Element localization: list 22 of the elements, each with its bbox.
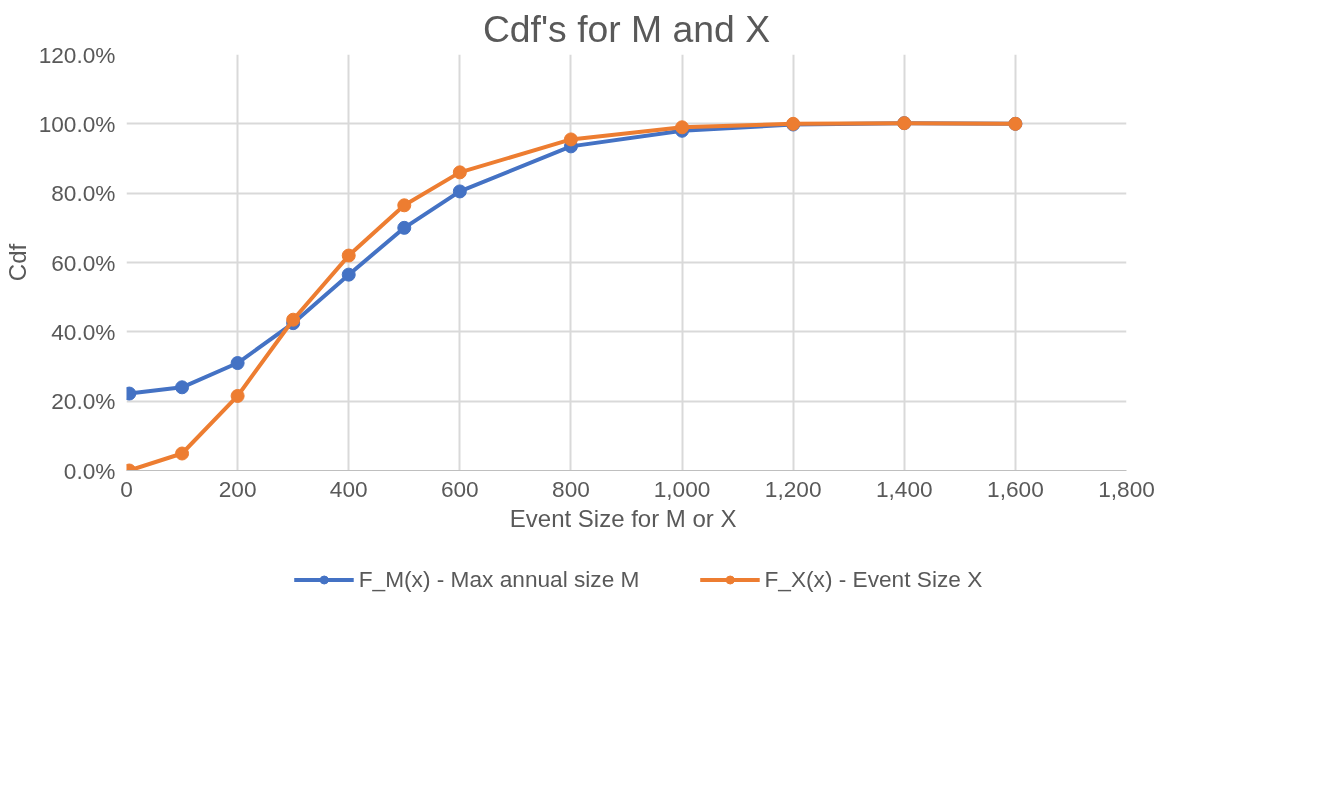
x-tick-label: 1,200 (764, 475, 822, 502)
x-tick-label: 1,600 (987, 475, 1044, 502)
x-tick-label: 800 (552, 475, 590, 502)
chart-title: Cdf's for M and X (482, 7, 771, 50)
y-tick-label: 40.0% (51, 318, 116, 345)
x-tick-label: 400 (329, 475, 368, 502)
y-tick-label: 60.0% (51, 249, 116, 276)
x-tick-label: 1,000 (653, 475, 711, 502)
y-tick-label: 0.0% (63, 457, 116, 484)
y-axis-title: Cdf (3, 243, 31, 282)
x-tick-label: 200 (218, 475, 257, 502)
legend-label: F_X(x) - Event Size X (764, 565, 983, 593)
x-tick-label: 0 (120, 475, 133, 502)
y-tick-label: 20.0% (51, 388, 116, 415)
legend-label: F_M(x) - Max annual size M (358, 565, 640, 593)
x-tick-label: 600 (440, 475, 479, 502)
x-axis-title: Event Size for M or X (509, 504, 737, 532)
y-tick-label: 120.0% (38, 41, 116, 68)
y-tick-label: 80.0% (51, 180, 116, 207)
y-tick-label: 100.0% (38, 110, 116, 137)
x-tick-label: 1,400 (875, 475, 933, 502)
x-tick-label: 1,800 (1098, 475, 1155, 502)
